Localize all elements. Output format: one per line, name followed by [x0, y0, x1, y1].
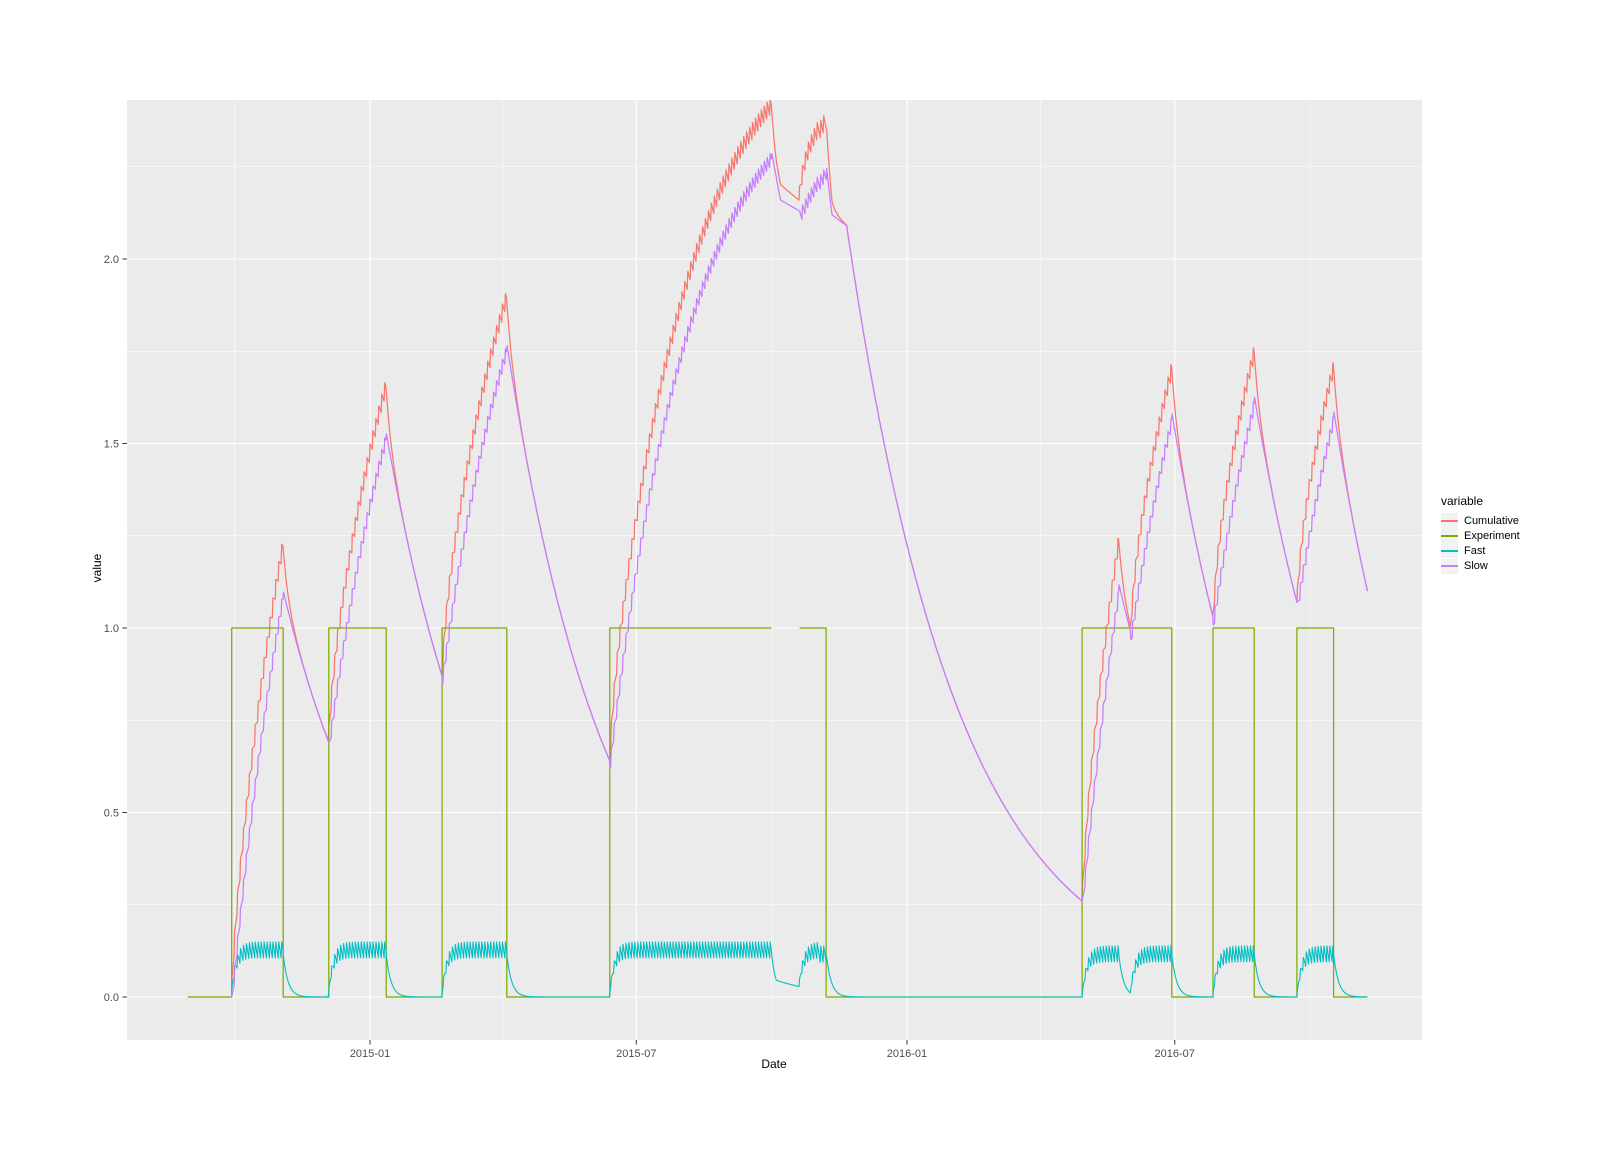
x-tick-label: 2015-07 — [616, 1048, 656, 1060]
experiment-key-icon — [1441, 528, 1458, 544]
fast-key-icon — [1441, 543, 1458, 559]
plot-panel — [127, 100, 1422, 1040]
legend-label: Fast — [1464, 544, 1486, 557]
legend-item-slow: Slow — [1441, 558, 1520, 574]
legend-item-experiment: Experiment — [1441, 528, 1520, 544]
y-tick-label: 1.5 — [104, 439, 119, 451]
y-axis-title: value — [90, 553, 104, 583]
series-layer — [187, 100, 1369, 998]
legend-label: Slow — [1464, 560, 1488, 573]
axis-tick-labels: 0.0 0.5 1.0 1.5 2.0 2015-01 2015-07 2016-01 2016… — [104, 254, 1195, 1060]
legend-item-cumulative: Cumulative — [1441, 513, 1520, 529]
series-fast — [231, 941, 1368, 998]
legend-item-fast: Fast — [1441, 543, 1520, 559]
y-tick-label: 1.0 — [104, 623, 119, 635]
cumulative-key-icon — [1441, 513, 1458, 529]
series-slow — [231, 152, 1369, 998]
grid-major — [127, 100, 1422, 1040]
slow-key-icon — [1441, 558, 1458, 574]
x-tick-label: 2016-01 — [887, 1048, 927, 1060]
legend-label: Cumulative — [1464, 514, 1520, 527]
y-tick-label: 2.0 — [104, 254, 119, 266]
y-tick-label: 0.5 — [104, 808, 119, 820]
y-tick-label: 0.0 — [104, 992, 119, 1004]
legend-title: variable — [1441, 494, 1484, 508]
legend: variable Cumulative Experiment Fast Slow — [1441, 494, 1520, 574]
axis-ticks — [122, 258, 1176, 1045]
legend-items: Cumulative Experiment Fast Slow — [1441, 513, 1520, 574]
x-axis-title: Date — [761, 1057, 787, 1071]
x-tick-label: 2016-07 — [1155, 1048, 1195, 1060]
legend-label: Experiment — [1464, 529, 1520, 542]
x-tick-label: 2015-01 — [350, 1048, 390, 1060]
